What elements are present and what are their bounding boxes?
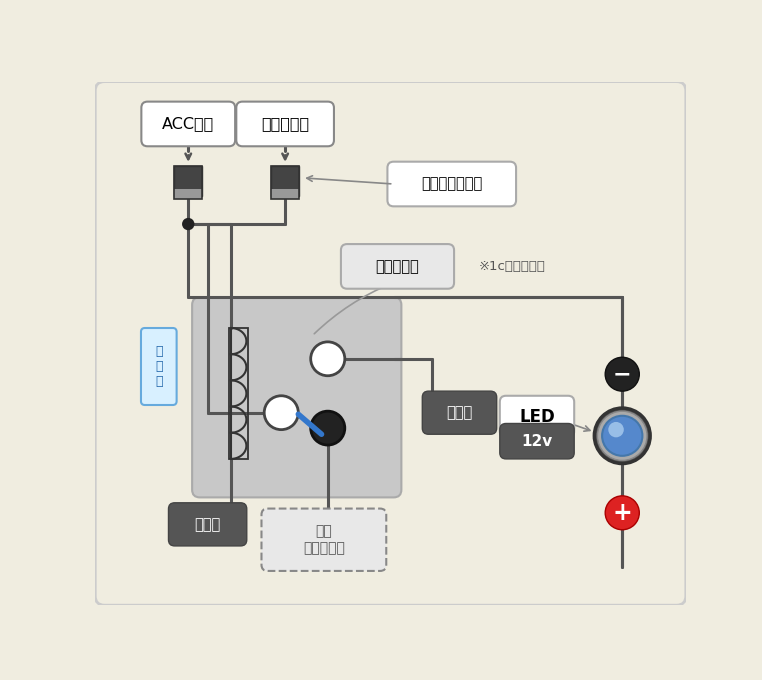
Text: LED: LED: [519, 407, 555, 426]
Circle shape: [608, 422, 624, 437]
FancyBboxPatch shape: [341, 244, 454, 289]
Text: ※1c接点リレー: ※1c接点リレー: [479, 260, 546, 273]
FancyBboxPatch shape: [192, 297, 402, 497]
FancyBboxPatch shape: [261, 509, 386, 571]
Circle shape: [597, 411, 647, 460]
FancyBboxPatch shape: [422, 391, 497, 435]
Circle shape: [264, 396, 298, 430]
Text: −: −: [613, 364, 632, 384]
FancyBboxPatch shape: [500, 424, 575, 459]
Text: イルミ電源: イルミ電源: [261, 116, 309, 131]
Bar: [271, 190, 299, 199]
Text: アース: アース: [447, 405, 472, 420]
Bar: [271, 167, 299, 199]
Bar: [174, 167, 202, 196]
Text: ACC電源: ACC電源: [162, 116, 214, 131]
Circle shape: [602, 415, 642, 456]
Text: コ
イ
ル: コ イ ル: [155, 345, 162, 388]
Bar: [229, 328, 248, 459]
FancyBboxPatch shape: [168, 503, 247, 546]
FancyBboxPatch shape: [141, 328, 177, 405]
Text: ５極リレー: ５極リレー: [376, 259, 419, 274]
Circle shape: [182, 218, 194, 231]
FancyBboxPatch shape: [236, 101, 334, 146]
Circle shape: [605, 357, 639, 391]
FancyBboxPatch shape: [500, 396, 575, 437]
Circle shape: [311, 411, 344, 445]
FancyBboxPatch shape: [95, 82, 686, 605]
Bar: [174, 190, 202, 199]
Bar: [271, 167, 299, 196]
FancyBboxPatch shape: [387, 162, 516, 206]
Circle shape: [594, 408, 650, 464]
Circle shape: [605, 496, 639, 530]
Text: 整流ダイオード: 整流ダイオード: [421, 177, 482, 192]
Bar: [174, 167, 202, 199]
FancyBboxPatch shape: [142, 101, 235, 146]
Text: 12v: 12v: [521, 434, 552, 449]
Text: 何も
つながない: 何も つながない: [303, 525, 345, 555]
Circle shape: [311, 342, 344, 376]
Text: +: +: [613, 500, 632, 525]
Text: アース: アース: [194, 517, 221, 532]
